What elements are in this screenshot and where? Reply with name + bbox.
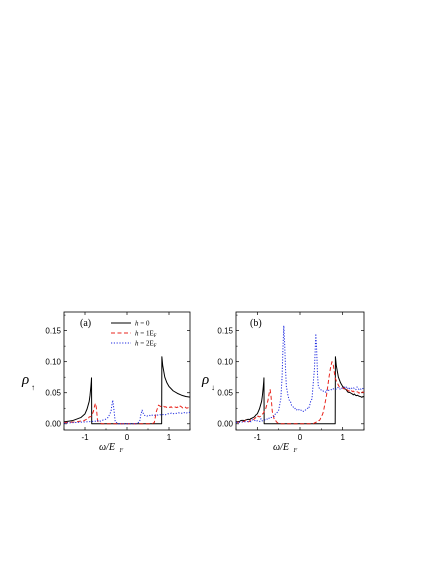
legend-h0-suffix: = 0 (139, 320, 150, 328)
panel-b-frame (235, 311, 365, 431)
panel-a-frame (63, 311, 191, 431)
legend-h2-prefix: h (135, 340, 139, 348)
legend-h1-sub: F (154, 334, 157, 339)
panel-b-xlabel-sub: F (293, 448, 298, 454)
panel-b-ylabel-sub: ↓ (211, 383, 215, 392)
legend-h1-suffix: = 1E (139, 330, 154, 338)
panel-a-y-tick-label: 0.15 (45, 326, 61, 335)
panel-b-x-axis-label: ω/E F (273, 442, 298, 454)
legend-entry-h1: h = 1EF (111, 330, 157, 340)
panel-b-y-tick-label: 0.05 (217, 389, 233, 398)
panel-a-label: (a) (80, 318, 91, 329)
panel-a-ylabel-main: ρ (21, 372, 29, 388)
panel-a-x-tick-label: 1 (167, 433, 172, 442)
legend-h2-sub: F (154, 344, 157, 349)
panel-b-x-tick-label: 0 (298, 433, 303, 442)
panel-b-xlabel-main: ω/E (273, 442, 289, 453)
panel-b: ρ ↓ -1 0 1 0.00 0.05 0.10 0.15 (b) ω/E F (201, 311, 365, 454)
panel-a: ρ ↑ -1 0 1 0.00 0.05 0.10 0.15 (a) ω/E F h = 0… (21, 311, 191, 454)
panel-a-x-axis-label: ω/E F (99, 442, 124, 454)
svg-text:h = 1EF: h = 1EF (135, 330, 157, 340)
panel-a-x-tick-label: 0 (125, 433, 130, 442)
panel-b-y-axis-label: ρ ↓ (201, 372, 215, 392)
panel-a-x-tick-label: -1 (81, 433, 89, 442)
panel-a-y-tick-label: 0.00 (45, 420, 61, 429)
panel-b-series-h1 (235, 361, 365, 425)
panel-b-y-tick-label: 0.00 (217, 420, 233, 429)
panel-b-label: (b) (250, 318, 262, 329)
panel-a-xlabel-sub: F (119, 448, 124, 454)
panel-a-xlabel-main: ω/E (99, 442, 115, 453)
panel-b-ylabel-main: ρ (201, 372, 209, 388)
legend-h0-prefix: h (135, 320, 139, 328)
panel-a-plot: -1 0 1 0.00 0.05 0.10 0.15 (45, 311, 191, 442)
legend-h1-prefix: h (135, 330, 139, 338)
legend-h2-suffix: = 2E (139, 340, 154, 348)
panel-a-series-h0 (63, 356, 191, 425)
panel-b-series-h0 (235, 356, 365, 425)
panel-a-ylabel-sub: ↑ (31, 383, 35, 392)
panel-a-series-h1 (63, 402, 191, 425)
panel-b-y-tick-label: 0.10 (217, 357, 233, 366)
panel-b-series-h2 (235, 325, 365, 424)
panel-a-y-tick-label: 0.05 (45, 389, 61, 398)
panel-a-y-tick-label: 0.10 (45, 357, 61, 366)
panel-a-series-h2 (63, 399, 191, 425)
panel-b-x-tick-label: 1 (340, 433, 345, 442)
svg-text:h = 0: h = 0 (135, 320, 150, 328)
legend-entry-h2: h = 2EF (111, 340, 157, 350)
panel-b-x-tick-label: -1 (254, 433, 262, 442)
svg-text:h = 2EF: h = 2EF (135, 340, 157, 350)
legend-entry-h0: h = 0 (111, 320, 150, 328)
panel-a-y-axis-label: ρ ↑ (21, 372, 35, 392)
panel-b-plot: -1 0 1 0.00 0.05 0.10 0.15 (217, 311, 365, 442)
panel-a-legend: h = 0 h = 1EF h = 2EF (111, 320, 157, 350)
panel-b-y-tick-label: 0.15 (217, 326, 233, 335)
